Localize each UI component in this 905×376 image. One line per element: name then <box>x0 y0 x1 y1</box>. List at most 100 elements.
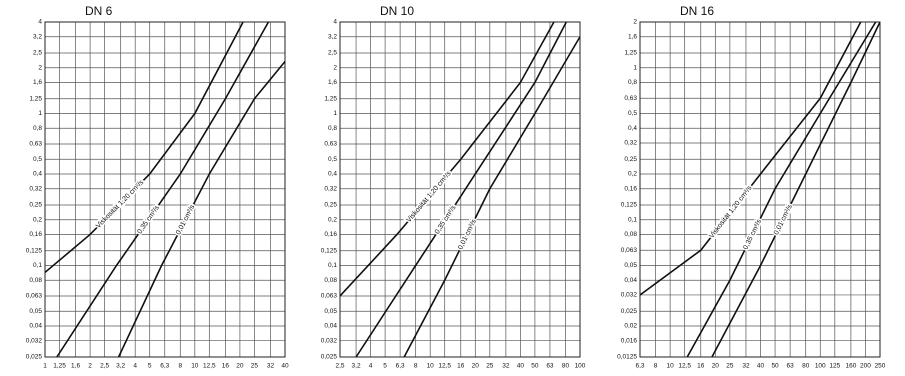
x-tick-label: 80 <box>802 363 810 370</box>
y-tick-label: 1,25 <box>324 95 337 102</box>
y-tick-label: 0,04 <box>324 323 337 330</box>
y-tick-label: 0,16 <box>324 231 337 238</box>
plot-frame <box>339 21 581 358</box>
x-tick-label: 32 <box>267 363 275 370</box>
x-tick-label: 250 <box>875 363 886 370</box>
x-tick-label: 12,5 <box>438 363 451 370</box>
curve <box>355 22 568 357</box>
x-tick-label: 20 <box>236 363 244 370</box>
x-tick-label: 100 <box>575 363 586 370</box>
x-tick-label: 1 <box>43 363 47 370</box>
x-tick-label: 160 <box>845 363 856 370</box>
x-tick-label: 100 <box>815 363 826 370</box>
curve <box>686 22 877 357</box>
x-tick-label: 50 <box>531 363 539 370</box>
y-tick-label: 0,2 <box>328 216 337 223</box>
y-tick-label: 1,6 <box>33 79 42 86</box>
curve <box>117 60 285 357</box>
y-tick-label: 0,032 <box>321 337 338 344</box>
y-tick-label: 0,8 <box>328 125 337 132</box>
y-tick-label: 0,032 <box>621 292 638 299</box>
x-tick-label: 2,5 <box>100 363 109 370</box>
x-tick-label: 63 <box>546 363 554 370</box>
curve <box>56 22 270 357</box>
y-tick-label: 0,04 <box>624 277 637 284</box>
y-tick-label: 0,05 <box>324 308 337 315</box>
x-tick-label: 40 <box>517 363 525 370</box>
x-tick-label: 10 <box>427 363 435 370</box>
y-tick-label: 0,5 <box>33 156 42 163</box>
curve <box>403 36 580 357</box>
y-tick-label: 0,5 <box>328 156 337 163</box>
y-tick-label: 0,4 <box>33 171 42 178</box>
x-tick-label: 25 <box>486 363 494 370</box>
x-tick-label: 25 <box>726 363 734 370</box>
y-tick-label: 0,063 <box>26 293 43 300</box>
x-tick-label: 3,2 <box>352 363 361 370</box>
x-tick-label: 5 <box>383 363 387 370</box>
y-tick-label: 0,125 <box>321 247 338 254</box>
x-tick-label: 2 <box>88 363 92 370</box>
y-tick-label: 0,25 <box>624 156 637 163</box>
y-tick-label: 2 <box>333 64 337 71</box>
y-tick-label: 0,025 <box>26 354 43 361</box>
x-tick-label: 4 <box>369 363 373 370</box>
x-tick-label: 125 <box>829 363 840 370</box>
y-tick-label: 0,5 <box>628 110 637 117</box>
y-tick-label: 0,2 <box>628 171 637 178</box>
x-tick-label: 6,3 <box>635 363 644 370</box>
y-tick-label: 0,25 <box>324 202 337 209</box>
y-tick-label: 0,32 <box>29 185 42 192</box>
y-tick-label: 2 <box>633 19 637 26</box>
y-tick-label: 0,025 <box>321 354 338 361</box>
y-tick-label: 3,2 <box>33 33 42 40</box>
y-tick-label: 0,32 <box>624 140 637 147</box>
x-tick-label: 40 <box>757 363 765 370</box>
x-tick-label: 1,25 <box>53 363 66 370</box>
chart-title: DN 6 <box>85 4 113 18</box>
y-tick-label: 0,63 <box>324 141 337 148</box>
y-tick-label: 0,02 <box>624 323 637 330</box>
y-tick-label: 0,063 <box>621 247 638 254</box>
x-tick-label: 32 <box>742 363 750 370</box>
x-tick-label: 10 <box>667 363 675 370</box>
x-tick-label: 4 <box>133 363 137 370</box>
y-tick-label: 0,08 <box>324 277 337 284</box>
x-tick-label: 16 <box>457 363 465 370</box>
x-tick-label: 8 <box>654 363 658 370</box>
y-tick-label: 1 <box>38 110 42 117</box>
y-tick-label: 0,0125 <box>617 354 637 361</box>
y-tick-label: 0,4 <box>328 171 337 178</box>
y-tick-label: 1,25 <box>29 95 42 102</box>
y-tick-label: 0,16 <box>29 231 42 238</box>
plot-frame <box>639 21 881 358</box>
panel: DN 6 0,025 0,032 0,04 0,05 0,063 0,08 0,1 0,125 0… <box>26 4 289 370</box>
x-tick-label: 200 <box>860 363 871 370</box>
curve <box>640 22 862 296</box>
x-tick-label: 20 <box>472 363 480 370</box>
y-tick-label: 0,1 <box>33 262 42 269</box>
panel: DN 10 0,025 0,032 0,04 0,05 0,063 0,08 0,1 0,125… <box>321 4 586 370</box>
curve <box>45 22 244 274</box>
x-tick-label: 3,2 <box>116 363 125 370</box>
y-tick-label: 0,63 <box>29 141 42 148</box>
x-tick-label: 6,3 <box>160 363 169 370</box>
x-tick-label: 8 <box>178 363 182 370</box>
chart-title: DN 16 <box>680 4 714 18</box>
y-tick-label: 0,8 <box>33 125 42 132</box>
x-tick-label: 32 <box>502 363 510 370</box>
y-tick-label: 4 <box>38 19 42 26</box>
y-tick-label: 1,6 <box>328 79 337 86</box>
x-tick-label: 5 <box>148 363 152 370</box>
x-tick-label: 10 <box>191 363 199 370</box>
y-tick-label: 0,016 <box>621 337 638 344</box>
y-tick-label: 0,32 <box>324 185 337 192</box>
y-tick-label: 0,04 <box>29 323 42 330</box>
y-tick-label: 0,05 <box>624 262 637 269</box>
x-tick-label: 16 <box>222 363 230 370</box>
x-tick-label: 63 <box>787 363 795 370</box>
y-tick-label: 0,1 <box>628 216 637 223</box>
y-tick-label: 1,6 <box>628 33 637 40</box>
y-tick-label: 0,25 <box>29 202 42 209</box>
